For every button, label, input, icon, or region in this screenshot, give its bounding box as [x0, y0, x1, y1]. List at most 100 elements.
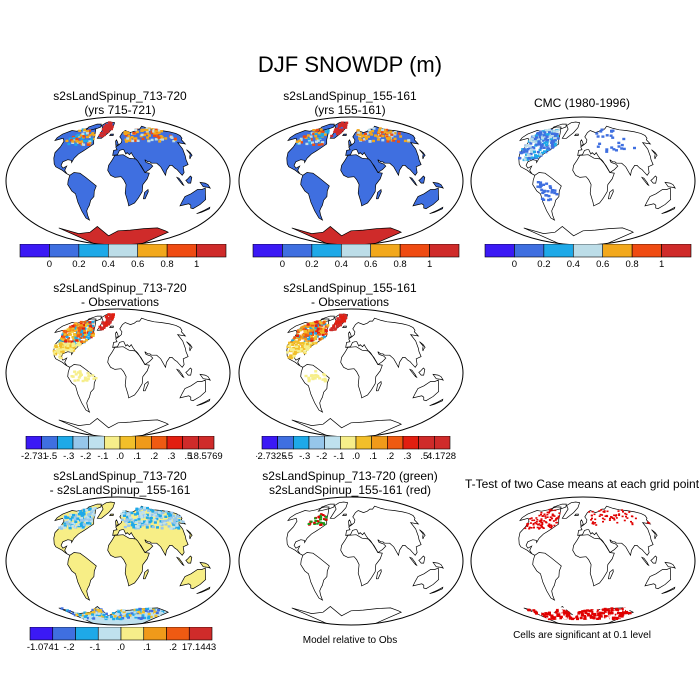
grid-cell — [387, 138, 391, 141]
grid-cell — [78, 372, 82, 375]
grid-cell — [103, 128, 107, 131]
sig-cells-antarctica — [527, 607, 632, 621]
grid-cell — [158, 522, 162, 526]
landmass-australia — [412, 379, 440, 402]
grid-cell — [72, 342, 75, 345]
grid-cell — [548, 518, 551, 521]
grid-cell — [137, 523, 141, 526]
grid-cell — [550, 615, 554, 618]
landmass-uk — [115, 331, 119, 338]
grid-cell — [89, 330, 92, 333]
grid-cell — [339, 323, 342, 326]
grid-cell — [66, 328, 70, 331]
grid-cell — [71, 612, 75, 615]
grid-cell — [563, 617, 567, 620]
grid-cell — [142, 128, 146, 131]
grid-cell — [630, 520, 632, 523]
landmass-madagascar — [607, 188, 614, 200]
grid-cell — [297, 338, 301, 341]
grid-cell — [294, 343, 298, 347]
grid-cell — [535, 517, 538, 519]
landmass-southamerica — [532, 552, 562, 601]
colorbar-swatch — [75, 626, 99, 641]
grid-cell — [549, 524, 552, 527]
grid-cell — [137, 526, 141, 530]
colorbar-label: -.2 — [316, 451, 327, 462]
grid-cell — [524, 527, 527, 530]
grid-cell — [317, 331, 320, 335]
grid-cell — [319, 327, 323, 331]
grid-cell — [310, 520, 313, 523]
ocean — [471, 497, 695, 625]
grid-cell — [287, 356, 291, 359]
grid-cell — [548, 611, 551, 615]
grid-cell — [147, 519, 151, 522]
colorbar-6: -1.0741 -.2 -.1 .0 .1 .2 17.1443 — [24, 626, 232, 660]
grid-cell — [70, 375, 74, 378]
grid-cell — [101, 615, 105, 618]
landmass-madagascar — [142, 380, 149, 392]
grid-cell — [335, 320, 339, 323]
grid-cell — [366, 132, 370, 135]
grid-cell — [134, 616, 138, 619]
colorbar-1: 0 0.2 0.4 0.6 0.8 1 — [14, 243, 246, 277]
grid-cell — [69, 325, 73, 329]
grid-cell — [109, 122, 113, 125]
landmass-madagascar — [375, 380, 382, 392]
grid-cell — [596, 617, 600, 620]
grid-cell — [164, 519, 168, 523]
grid-cell — [365, 137, 368, 140]
grid-cell — [625, 513, 628, 516]
grid-cell — [177, 519, 181, 522]
landmass-australia — [412, 567, 440, 590]
colorbar-swatch — [19, 243, 50, 258]
grid-cell — [295, 349, 299, 352]
grid-cell — [567, 614, 571, 617]
obs-snow-na — [518, 128, 561, 162]
grid-cell — [324, 325, 328, 328]
grid-cell — [157, 514, 161, 517]
grid-cell — [142, 608, 146, 611]
grid-cell — [169, 514, 172, 517]
grid-cell — [106, 128, 110, 131]
colorbar-swatch — [324, 435, 341, 450]
grid-cell — [126, 137, 130, 140]
grid-cell — [77, 376, 81, 379]
grid-cell — [391, 132, 395, 135]
grid-cell — [85, 379, 89, 382]
grid-cell — [124, 138, 128, 141]
grid-cell — [67, 333, 71, 336]
grid-cell — [532, 135, 536, 138]
grid-cell — [146, 132, 150, 135]
colorbar-label: 0.6 — [131, 259, 144, 270]
grid-cell — [77, 513, 81, 516]
grid-cell — [521, 148, 525, 151]
grid-cell — [122, 610, 126, 614]
grid-cell — [155, 517, 159, 521]
grid-cell — [533, 519, 536, 522]
grid-cell — [135, 517, 139, 521]
map-panel-8 — [469, 495, 697, 627]
grid-cell — [168, 517, 172, 521]
panel-title-7: s2sLandSpinup_713-720 (green) s2sLandSpin… — [262, 469, 438, 497]
colorbar-label: 0 — [280, 259, 285, 270]
landmass-eurasia — [345, 505, 422, 557]
ocean — [6, 117, 230, 245]
grid-cell — [543, 520, 546, 522]
grid-cell — [554, 611, 558, 614]
grid-cell — [314, 517, 317, 520]
grid-cell — [153, 521, 157, 524]
grid-cell — [100, 326, 104, 329]
grid-cell — [72, 137, 76, 140]
grid-cell — [108, 316, 112, 320]
grid-cell — [154, 138, 158, 141]
grid-cell — [135, 508, 139, 511]
grid-cell — [93, 608, 97, 611]
landmass-africa — [107, 534, 150, 587]
grid-cell — [105, 315, 109, 318]
grid-cell — [74, 516, 78, 519]
grid-cell — [308, 345, 312, 348]
grid-cell — [310, 339, 314, 342]
grid-cell — [77, 511, 81, 514]
grid-cell — [550, 144, 554, 147]
